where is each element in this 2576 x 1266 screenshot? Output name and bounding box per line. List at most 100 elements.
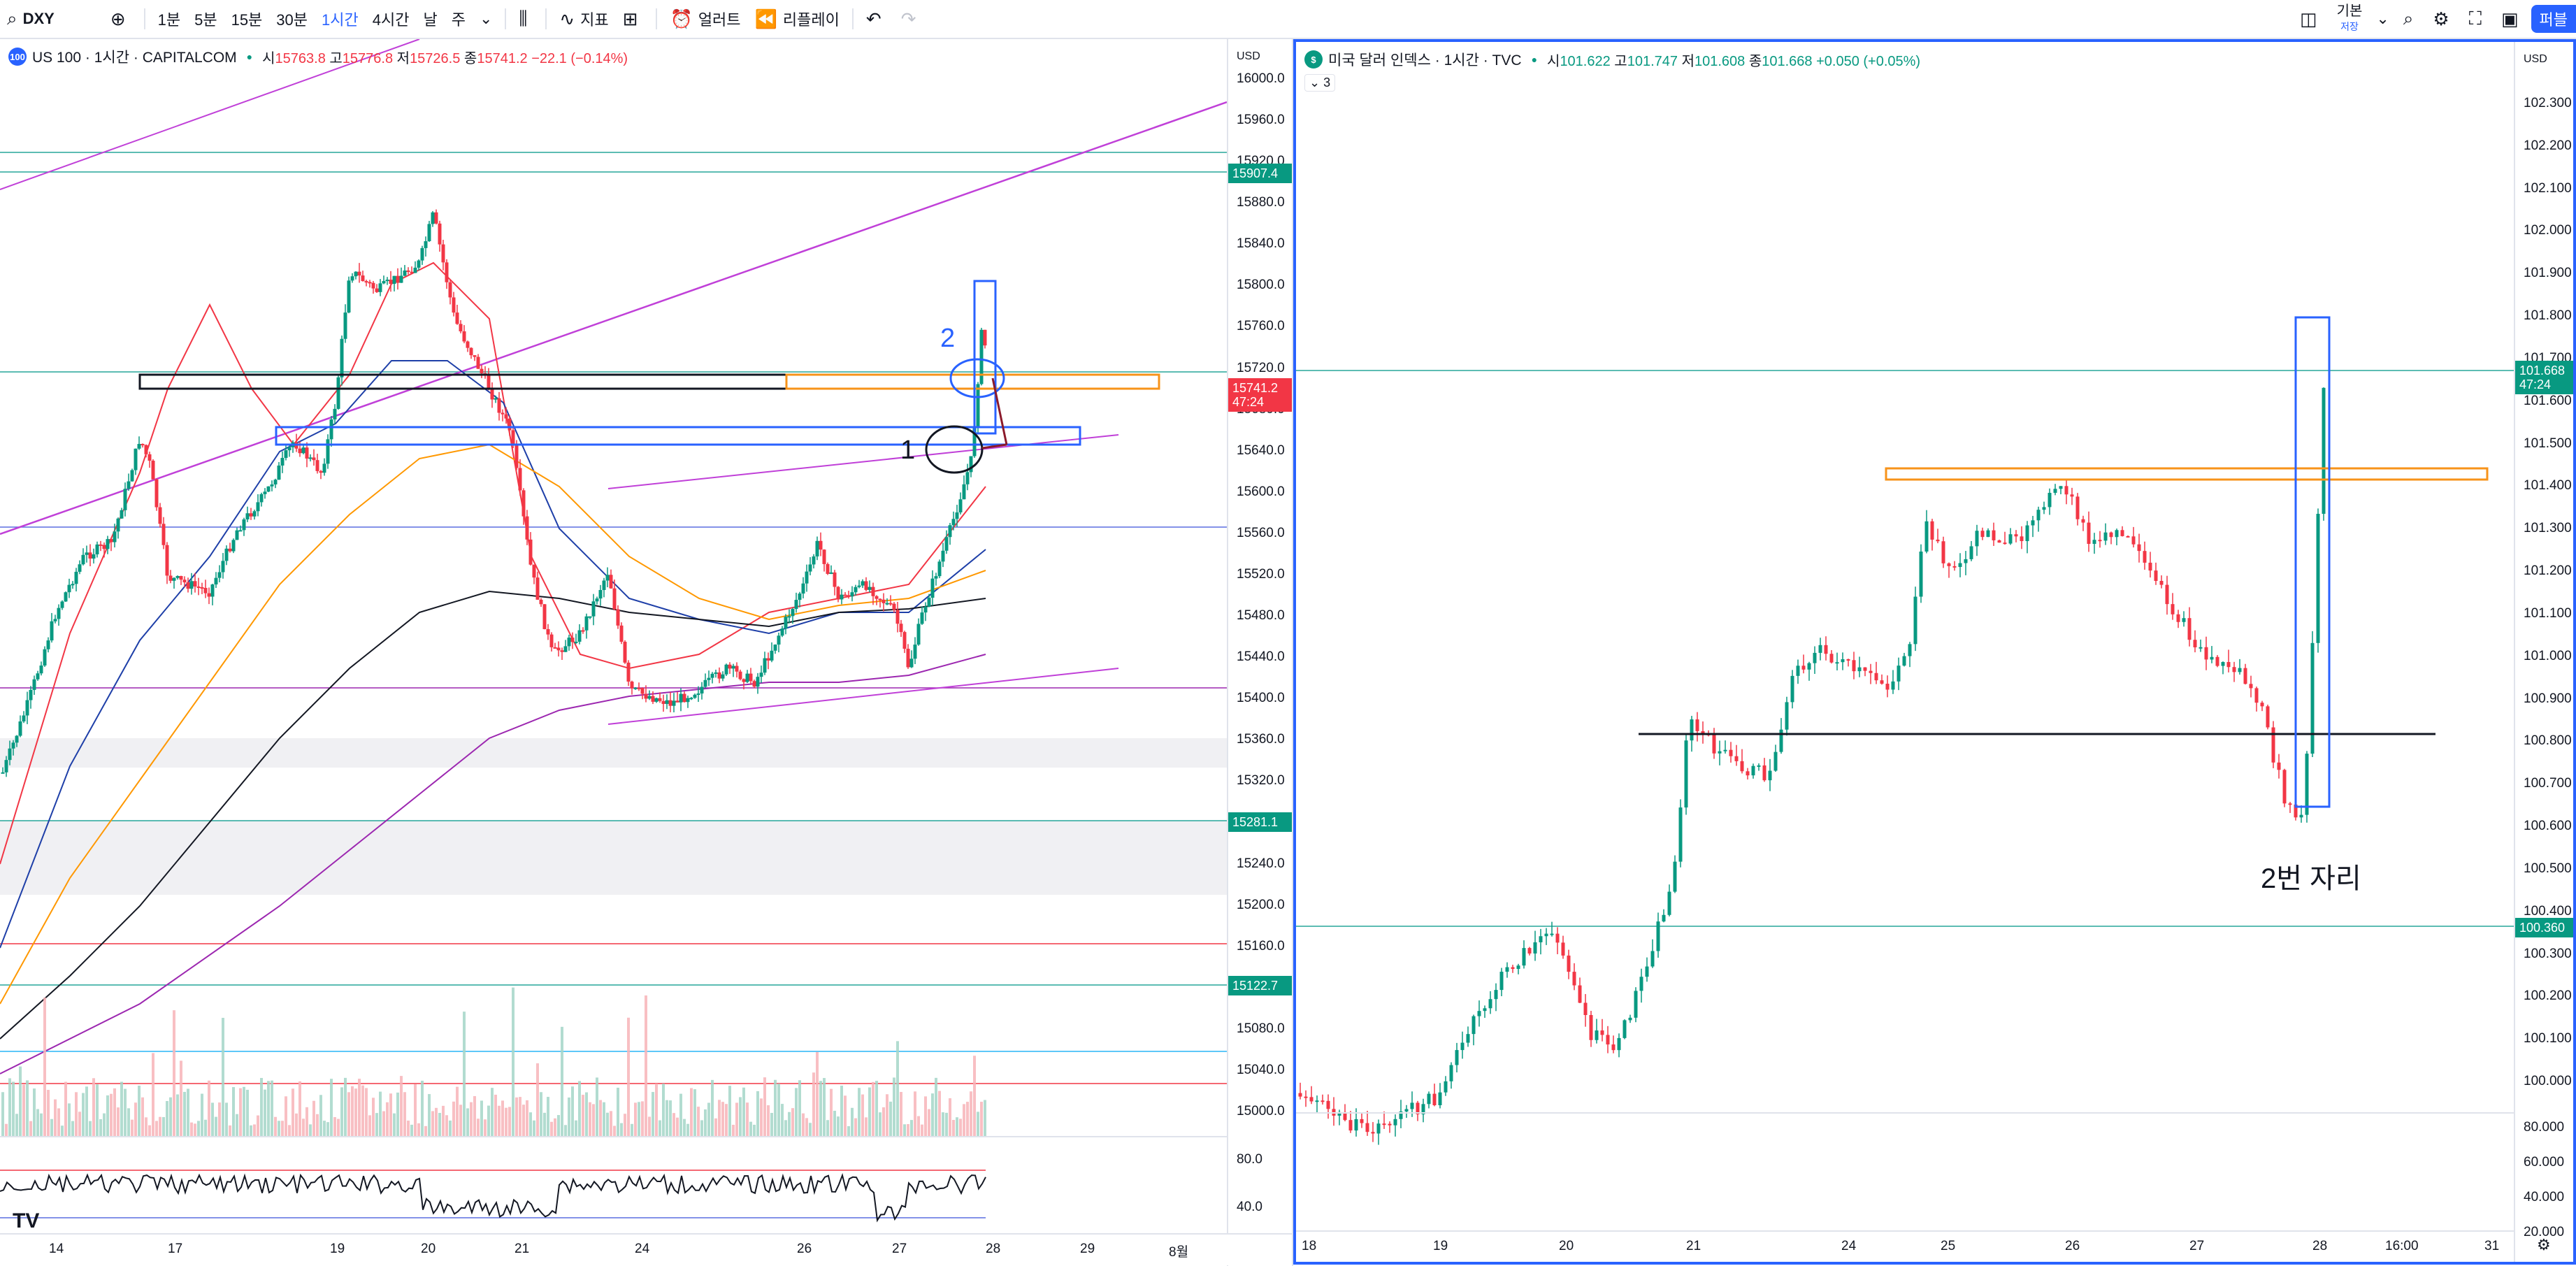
x-tick: 31 (2484, 1239, 2500, 1253)
candle-body (1701, 731, 1705, 734)
y-tick: 15440.0 (1237, 649, 1285, 665)
volume-bar (445, 1115, 448, 1137)
candle-body (815, 540, 819, 556)
volume-bar (473, 1095, 476, 1137)
left-price-axis[interactable]: USD 16000.0 15960.0 15920.0 15880.0 15840.0 1… (1227, 39, 1292, 1266)
volume-bar (281, 1121, 284, 1137)
candle-body (556, 647, 561, 651)
redo-button[interactable]: ↷ (894, 0, 929, 38)
volume-bar (148, 1125, 151, 1137)
candle-body (909, 659, 914, 668)
left-time-axis[interactable]: 14 17 19 20 21 24 26 27 28 29 8월 (0, 1233, 1292, 1265)
candle-body (1656, 921, 1660, 951)
volume-bar (833, 1110, 836, 1137)
candle-body (1936, 539, 1940, 542)
interval-1h[interactable]: 1시간 (322, 11, 359, 29)
volume-bar (162, 1116, 165, 1137)
candle-body (1919, 551, 1923, 597)
right-chart-panel[interactable]: 2번 자리 $ 미국 달러 인덱스 · 1시간 · TVC ● 시101.622… (1293, 39, 2576, 1265)
fullscreen-button[interactable]: ⛶ (2462, 0, 2494, 38)
candle-body (333, 408, 337, 419)
y-tick: 101.100 (2524, 605, 2572, 621)
indicators-toggle[interactable]: ⌄ 3 (1304, 74, 1336, 92)
candle-body (1309, 1097, 1314, 1102)
candle-body (1952, 566, 1957, 568)
candle-body (777, 635, 781, 645)
save-layout-button[interactable]: 기본 저장 (2330, 0, 2370, 38)
volume-bar (669, 1100, 672, 1137)
chart-type-button[interactable]: ⫼ (512, 0, 540, 38)
interval-1m[interactable]: 1분 (157, 11, 181, 29)
interval-day[interactable]: 날 (423, 11, 438, 29)
volume-bar (568, 1097, 570, 1137)
interval-30m[interactable]: 30분 (276, 11, 308, 29)
left-chart-panel[interactable]: 1 2 TV 100 US 100 · 1시간 · CAPITALCOM ● 시… (0, 39, 1293, 1266)
volume-bar (561, 1026, 563, 1137)
volume-bar (522, 1105, 525, 1137)
volume-bar (721, 1102, 724, 1137)
circle-annotation-1[interactable] (925, 425, 984, 474)
layout-dropdown[interactable]: ⌄ (2369, 0, 2396, 38)
blue-zone-box[interactable] (275, 426, 1081, 446)
candle-body (340, 338, 344, 377)
orange-zone-box[interactable] (1885, 467, 2489, 481)
y-tick: 15880.0 (1237, 195, 1285, 210)
candle-body (259, 494, 264, 503)
interval-15m[interactable]: 15분 (231, 11, 263, 29)
volume-bar (29, 1121, 32, 1137)
compare-symbol-button[interactable]: ⊕ (103, 0, 138, 38)
right-chart-canvas[interactable]: 2번 자리 (1296, 42, 2514, 1230)
candle-body (39, 666, 43, 674)
templates-button[interactable]: ⊞ (616, 0, 651, 38)
currency-label[interactable]: USD (1237, 50, 1260, 62)
candle-body (1550, 933, 1554, 935)
quick-search-button[interactable]: ⌕ (2396, 0, 2426, 38)
indicators-button[interactable]: ∿ 지표 (552, 0, 615, 38)
interval-dropdown[interactable]: ⌄ (473, 0, 499, 38)
axis-settings-button[interactable]: ⚙ (2537, 1236, 2551, 1254)
candle-body (979, 329, 984, 384)
circle-annotation-2[interactable] (949, 358, 1005, 398)
settings-button[interactable]: ⚙ (2426, 0, 2461, 38)
y-tick: 100.800 (2524, 733, 2572, 749)
orange-zone-box[interactable] (785, 373, 1160, 390)
blue-spike-box[interactable] (2294, 316, 2331, 808)
candle-body (581, 630, 585, 632)
candle-body (2254, 688, 2259, 703)
currency-label[interactable]: USD (2524, 53, 2547, 65)
candle-body (109, 539, 113, 542)
candle-body (29, 689, 33, 700)
candle-body (902, 632, 907, 649)
interval-week[interactable]: 주 (451, 11, 466, 29)
symbol-search[interactable]: ⌕ DXY (0, 0, 62, 38)
snapshot-button[interactable]: ▣ (2494, 0, 2531, 38)
candle-body (665, 700, 669, 704)
black-zone-box[interactable] (138, 373, 788, 390)
layout-select-button[interactable]: ◫ (2293, 0, 2330, 38)
candle-body (749, 673, 753, 682)
chart-title[interactable]: 미국 달러 인덱스 · 1시간 · TVC (1328, 52, 1522, 69)
candle-body (892, 603, 896, 610)
interval-4h[interactable]: 4시간 (372, 11, 410, 29)
replay-button[interactable]: ⏪ 리플레이 (748, 0, 847, 38)
right-time-axis[interactable]: 18 19 20 21 24 25 26 27 28 16:00 31 (1296, 1230, 2514, 1262)
candle-body (598, 590, 603, 599)
interval-5m[interactable]: 5분 (194, 11, 217, 29)
alert-button[interactable]: ⏰ 얼러트 (663, 0, 747, 38)
volume-bar (288, 1125, 291, 1137)
volume-bar (222, 1018, 224, 1137)
market-status-dot: ● (1531, 54, 1538, 65)
volume-bar (134, 1102, 137, 1137)
candle-body (812, 556, 816, 565)
undo-button[interactable]: ↶ (859, 0, 894, 38)
y-tick: 101.600 (2524, 393, 2572, 408)
chart-title[interactable]: US 100 · 1시간 · CAPITALCOM (32, 50, 237, 66)
candle-body (1360, 1118, 1364, 1123)
y-tick: 15960.0 (1237, 113, 1285, 128)
publish-button[interactable]: 퍼블 (2531, 5, 2576, 33)
right-price-axis[interactable]: USD 102.300 102.200 102.100 102.000 101.900 1… (2514, 42, 2573, 1262)
blue-spike-box[interactable] (973, 280, 997, 435)
volume-bar (543, 1112, 546, 1137)
left-chart-canvas[interactable]: 1 2 TV (0, 39, 1227, 1233)
candle-body (1690, 719, 1694, 741)
